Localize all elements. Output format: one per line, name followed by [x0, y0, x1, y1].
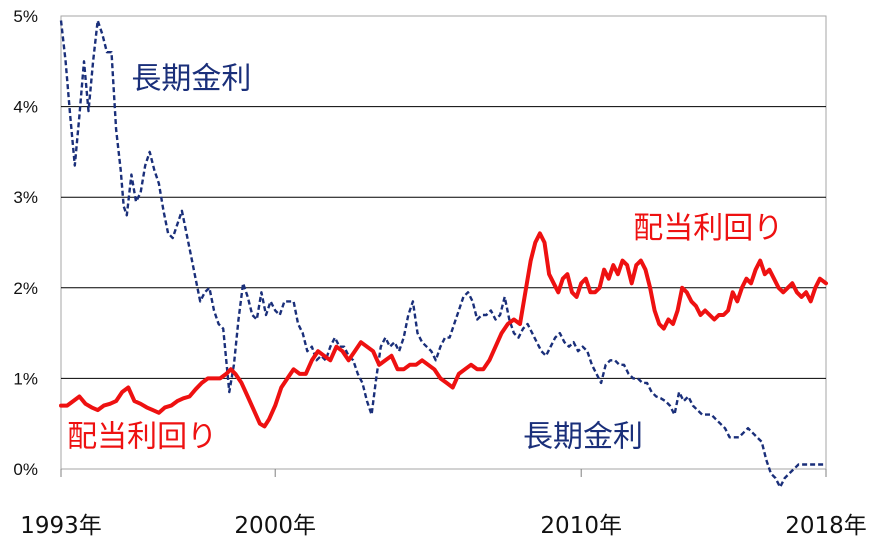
x-tick-label: 2018年: [785, 513, 867, 539]
y-tick-label: 1%: [13, 369, 38, 388]
series-annotation: 配当利回り: [633, 211, 783, 246]
y-tick-label: 2%: [13, 279, 38, 298]
gridlines: [61, 106, 826, 470]
x-tick-label: 2010年: [540, 513, 622, 539]
x-axis-tick-labels: 1993年 2000年 2010年 2018年: [20, 469, 867, 539]
y-tick-label: 5%: [13, 7, 38, 26]
x-tick-label: 2000年: [234, 513, 316, 539]
series-line-1: [59, 231, 828, 429]
y-tick-label: 0%: [13, 460, 38, 479]
series-lines: [59, 19, 828, 489]
y-axis-tick-labels: 0% 1% 2% 3% 4% 5%: [13, 7, 38, 479]
series-annotation: 長期金利: [523, 419, 643, 454]
x-tick-label: 1993年: [20, 513, 102, 539]
series-annotation: 長期金利: [131, 61, 251, 96]
y-tick-label: 3%: [13, 188, 38, 207]
y-tick-label: 4%: [13, 98, 38, 117]
series-line-0: [59, 19, 826, 489]
series-annotation: 配当利回り: [67, 419, 217, 454]
